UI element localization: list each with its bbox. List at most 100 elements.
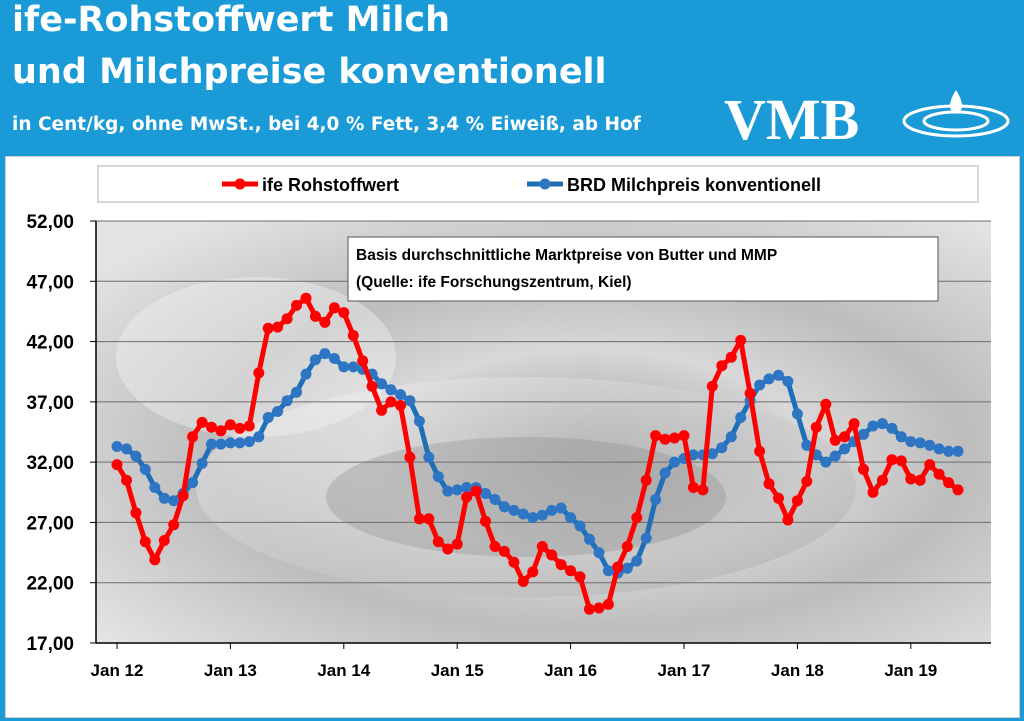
data-point <box>111 459 123 471</box>
data-point <box>319 348 331 360</box>
data-point <box>536 541 548 552</box>
data-point <box>319 316 331 328</box>
data-point <box>905 436 917 448</box>
data-point <box>659 433 671 445</box>
legend-marker-ife <box>234 178 246 190</box>
data-point <box>451 484 463 496</box>
data-point <box>139 463 151 475</box>
data-point <box>376 378 388 390</box>
y-tick-label: 52,00 <box>26 212 74 233</box>
data-point <box>782 375 794 387</box>
vmb-logo: VMB <box>724 87 1010 149</box>
data-point <box>281 395 293 407</box>
data-point <box>886 454 898 466</box>
data-point <box>773 369 784 381</box>
data-point <box>754 445 766 457</box>
data-point <box>234 437 246 449</box>
data-point <box>640 474 652 486</box>
data-point <box>867 420 879 432</box>
data-point <box>470 485 482 497</box>
data-point <box>489 541 501 552</box>
data-point <box>338 307 350 319</box>
data-point <box>395 400 406 411</box>
y-tick-label: 22,00 <box>26 574 74 595</box>
data-point <box>206 421 217 433</box>
data-point <box>357 355 369 367</box>
data-point <box>782 514 794 526</box>
annotation-box: Basis durchschnittliche Marktpreise von … <box>347 236 939 302</box>
data-point <box>413 513 425 525</box>
data-point <box>215 438 227 450</box>
data-point <box>839 443 851 455</box>
data-point <box>687 482 699 493</box>
header-banner: ife-Rohstoffwert Milch und Milchpreise k… <box>0 0 1024 152</box>
data-point <box>272 406 284 417</box>
data-point <box>196 457 208 469</box>
data-point <box>546 504 558 516</box>
x-axis: Jan 12 Jan 13 Jan 14 Jan 15 Jan 16 Jan 17 Jan … <box>91 642 991 680</box>
y-tick-label: 17,00 <box>26 634 74 655</box>
data-point <box>130 507 142 519</box>
data-point <box>706 448 718 460</box>
data-point <box>574 520 586 532</box>
y-tick-label: 47,00 <box>26 272 74 293</box>
data-point <box>432 471 444 483</box>
data-point <box>423 513 435 525</box>
data-point <box>234 422 246 434</box>
data-point <box>291 299 302 311</box>
data-point <box>527 512 539 524</box>
data-point <box>243 420 255 432</box>
data-point <box>820 398 832 410</box>
data-point <box>735 334 747 346</box>
data-point <box>187 477 199 489</box>
x-tick-label: Jan 16 <box>544 661 597 680</box>
data-point <box>300 368 312 380</box>
data-point <box>376 404 388 416</box>
data-point <box>206 438 217 450</box>
chart-panel: 17,00 22,00 27,00 32,00 37,00 42,00 47,00 52,00… <box>5 156 1020 718</box>
data-point <box>914 474 926 486</box>
data-point <box>612 561 624 573</box>
data-point <box>149 482 161 493</box>
data-point <box>196 416 208 428</box>
data-point <box>584 533 595 545</box>
y-tick-label: 32,00 <box>26 453 74 474</box>
data-point <box>621 562 633 574</box>
data-point <box>895 455 907 467</box>
data-point <box>744 387 756 399</box>
data-point <box>461 482 473 493</box>
data-point <box>442 485 454 497</box>
series-group <box>111 292 964 615</box>
data-point <box>631 512 643 524</box>
data-point <box>858 428 869 440</box>
data-point <box>546 549 558 561</box>
data-point <box>650 494 662 505</box>
x-tick-label: Jan 15 <box>431 661 484 680</box>
data-point <box>943 477 955 489</box>
data-point <box>432 536 444 548</box>
data-point <box>168 519 180 531</box>
data-point <box>404 395 416 407</box>
vmb-logo-text: VMB <box>724 87 859 149</box>
data-point <box>300 292 312 304</box>
data-point <box>848 418 860 430</box>
y-tick-label: 27,00 <box>26 513 74 534</box>
x-tick-label: Jan 18 <box>771 661 824 680</box>
data-point <box>905 473 917 485</box>
data-point <box>725 351 737 363</box>
data-point <box>801 475 813 487</box>
data-point <box>215 425 227 437</box>
data-point <box>839 431 851 443</box>
data-point <box>404 451 416 463</box>
data-point <box>347 330 359 341</box>
data-point <box>706 380 718 392</box>
data-point <box>952 445 964 457</box>
data-point <box>820 456 832 468</box>
data-point <box>763 478 775 490</box>
annotation-line1: Basis durchschnittliche Marktpreise von … <box>356 247 777 264</box>
data-point <box>584 603 595 615</box>
data-point <box>952 484 964 496</box>
data-point <box>177 490 189 502</box>
data-point <box>697 484 709 496</box>
data-point <box>933 468 945 480</box>
